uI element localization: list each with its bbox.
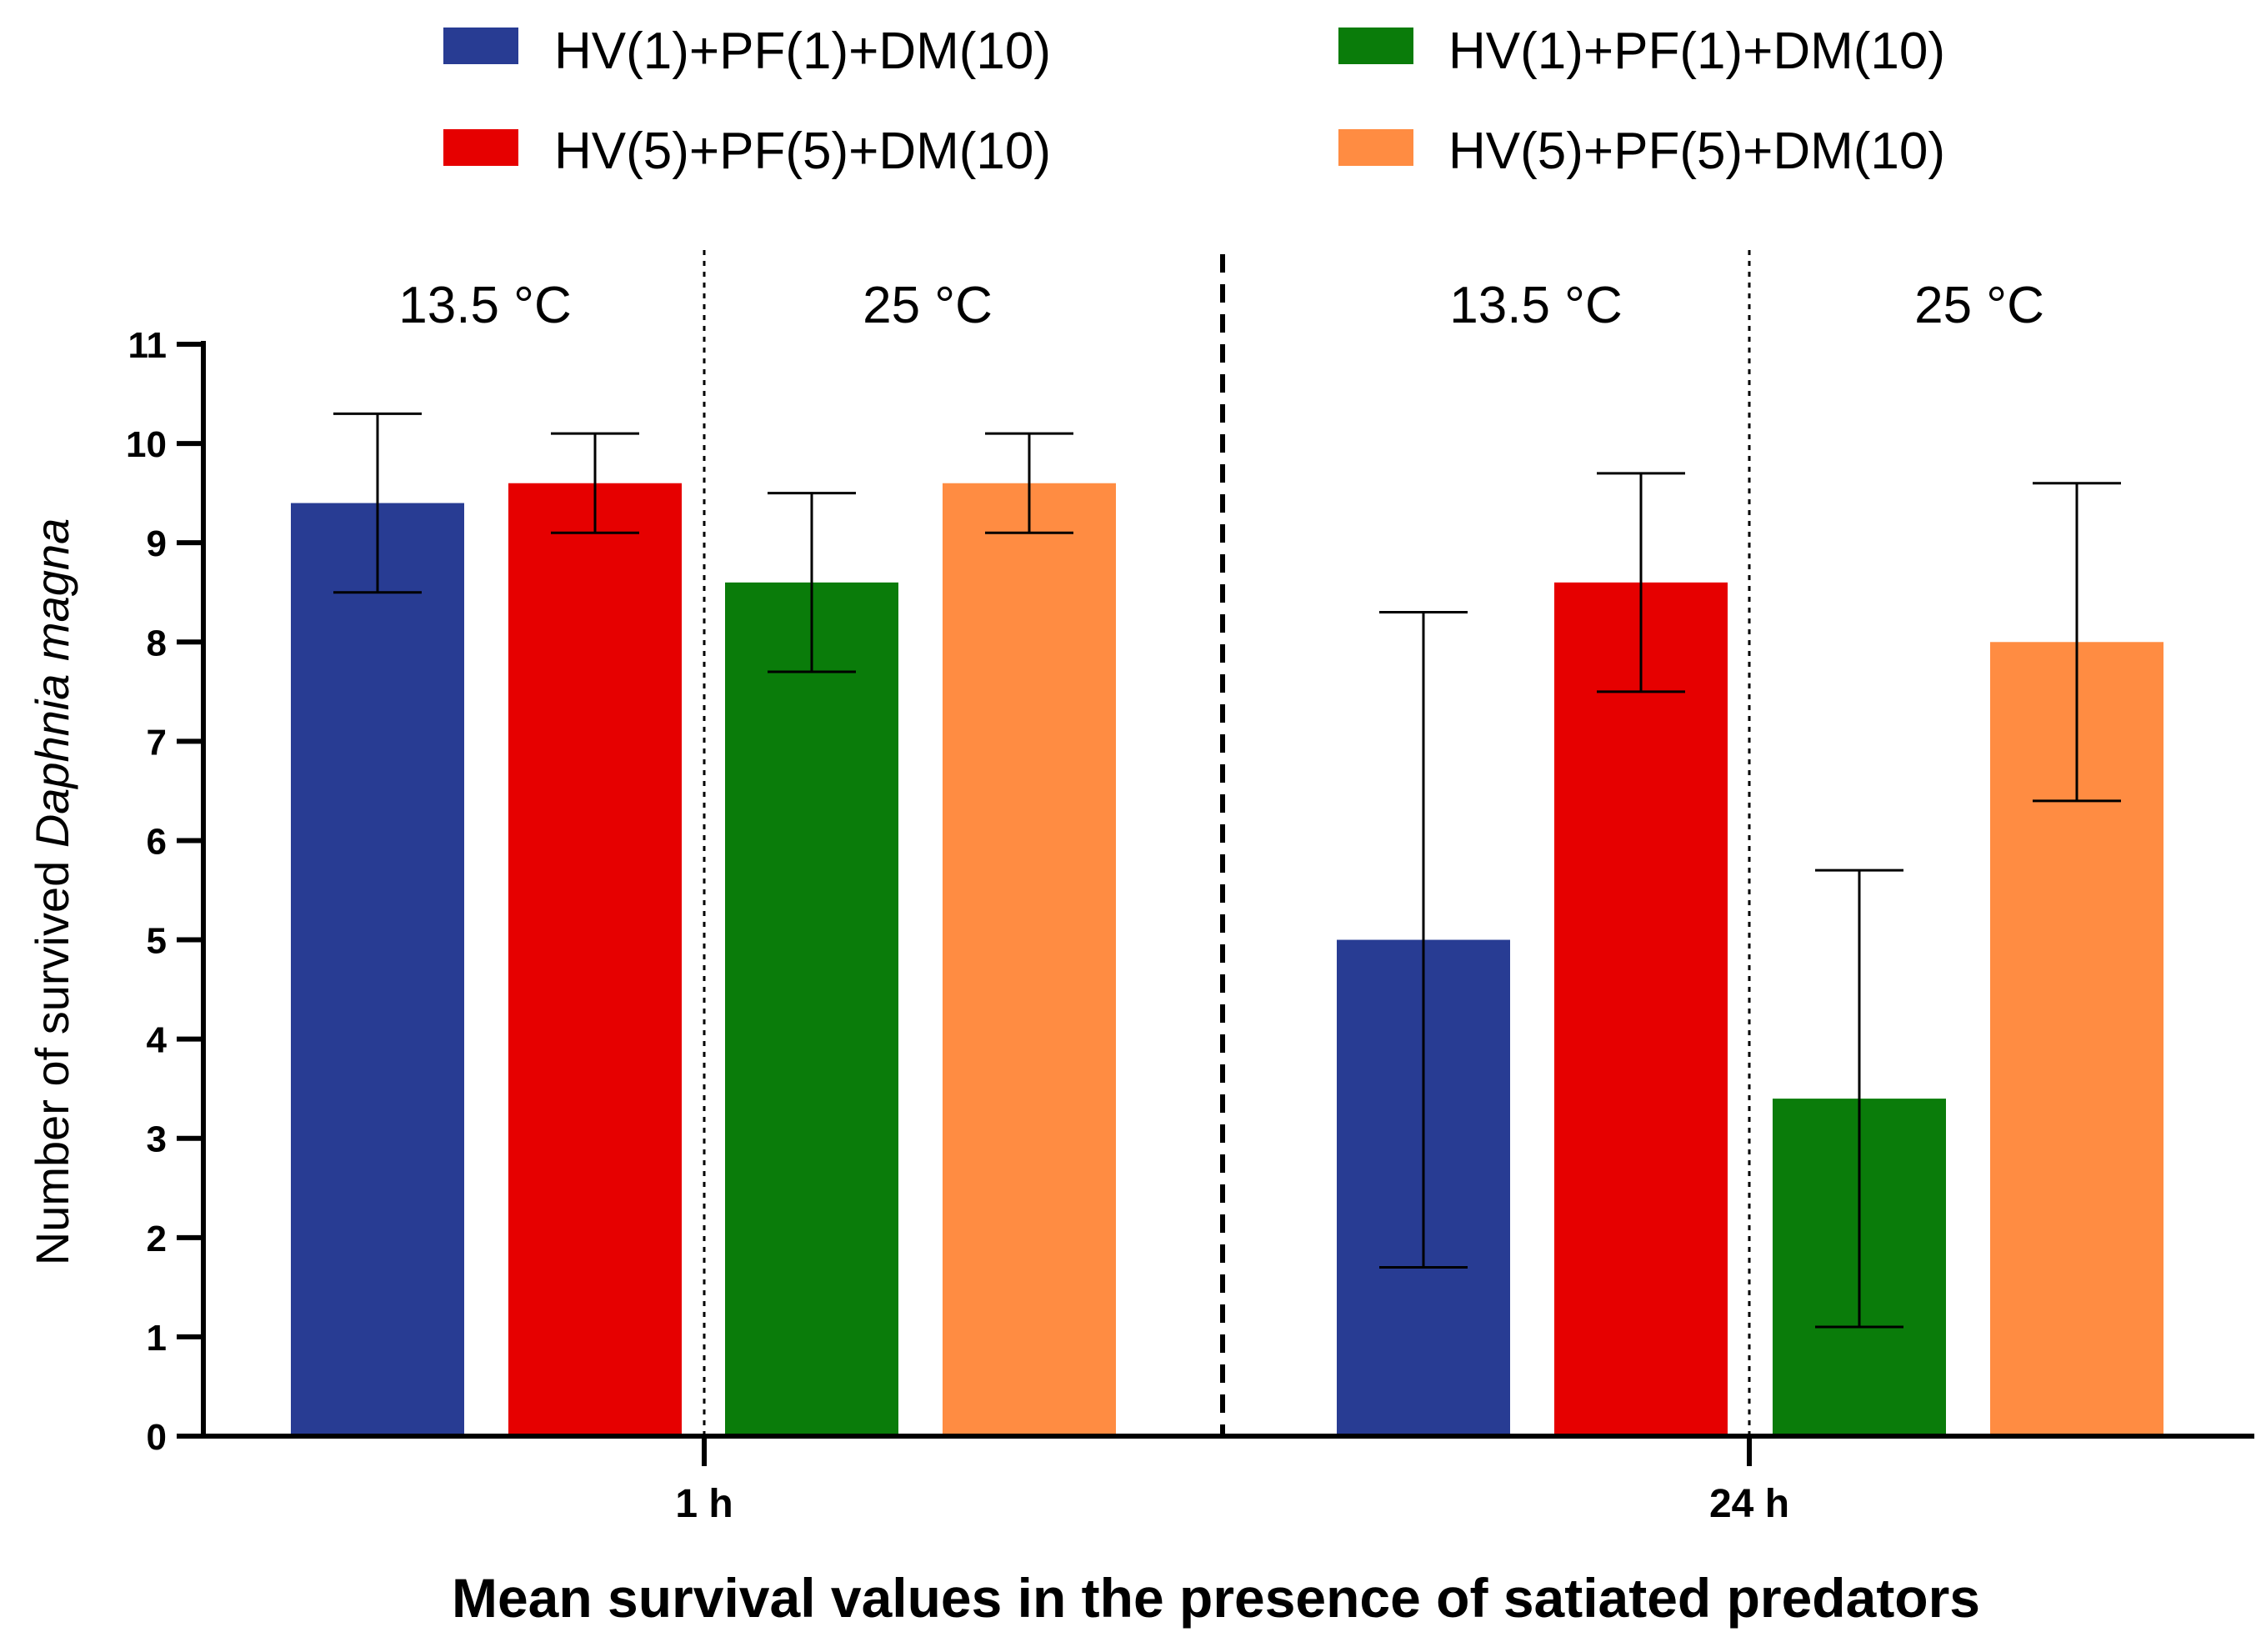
error-bar xyxy=(551,432,639,534)
bar xyxy=(943,483,1116,1436)
y-tick-label: 1 xyxy=(147,1318,167,1359)
error-bar xyxy=(1815,869,1903,1329)
legend-label: HV(1)+PF(1)+DM(10) xyxy=(1448,23,1945,80)
bar xyxy=(725,582,898,1437)
y-axis-title-species: Daphnia magna xyxy=(26,518,78,848)
legend-swatch xyxy=(443,28,518,64)
axes: 0 1 2 3 4 5 6 7 8 9 10 11 1 h 24 h xyxy=(126,325,2254,1526)
bar xyxy=(291,503,464,1437)
error-bar xyxy=(768,492,856,673)
y-tick-label: 9 xyxy=(147,523,167,564)
legend-entry: HV(1)+PF(1)+DM(10) xyxy=(1338,23,1945,80)
y-tick-label: 7 xyxy=(147,722,167,763)
y-tick-label: 8 xyxy=(147,623,167,663)
y-axis-title: Number of survived Daphnia magna xyxy=(26,518,78,1265)
legend-label: HV(5)+PF(5)+DM(10) xyxy=(1448,123,1945,180)
y-tick-label: 11 xyxy=(128,325,167,366)
temperature-labels: 13.5 °C 25 °C 13.5 °C 25 °C xyxy=(398,277,2044,334)
bars xyxy=(291,483,2163,1437)
legend-entry: HV(1)+PF(1)+DM(10) xyxy=(443,23,1051,80)
x-axis-title: Mean survival values in the presence of … xyxy=(452,1567,1980,1629)
temperature-label: 25 °C xyxy=(863,277,993,334)
temperature-label: 25 °C xyxy=(1914,277,2044,334)
y-tick-label: 3 xyxy=(147,1119,167,1160)
legend-swatch xyxy=(443,129,518,166)
y-tick-label: 5 xyxy=(147,921,167,962)
bar xyxy=(508,483,682,1436)
legend-label: HV(1)+PF(1)+DM(10) xyxy=(554,23,1051,80)
error-bar xyxy=(2033,482,2121,803)
error-bar xyxy=(333,412,422,594)
y-tick-label: 2 xyxy=(147,1219,167,1259)
y-tick-label: 4 xyxy=(147,1020,168,1061)
legend-label: HV(5)+PF(5)+DM(10) xyxy=(554,123,1051,180)
x-tick-label: 1 h xyxy=(675,1482,733,1526)
legend-swatch xyxy=(1338,28,1413,64)
x-tick-label: 24 h xyxy=(1709,1482,1789,1526)
legend-swatch xyxy=(1338,129,1413,166)
y-tick-label: 10 xyxy=(126,424,167,465)
y-axis-title-text: Number of survived xyxy=(26,848,78,1265)
temperature-label: 13.5 °C xyxy=(398,277,571,334)
legend-entry: HV(5)+PF(5)+DM(10) xyxy=(443,123,1051,180)
y-tick-label: 6 xyxy=(147,821,167,862)
temperature-label: 13.5 °C xyxy=(1449,277,1622,334)
error-bar xyxy=(1379,611,1468,1269)
error-bars xyxy=(333,412,2121,1329)
error-bar xyxy=(1597,472,1685,693)
dividers xyxy=(703,250,1751,1436)
error-bar xyxy=(985,432,1073,534)
bar xyxy=(1554,582,1728,1437)
legend: HV(1)+PF(1)+DM(10) HV(1)+PF(1)+DM(10) HV(5… xyxy=(443,23,1945,180)
y-tick-label: 0 xyxy=(147,1417,167,1458)
legend-entry: HV(5)+PF(5)+DM(10) xyxy=(1338,123,1945,180)
